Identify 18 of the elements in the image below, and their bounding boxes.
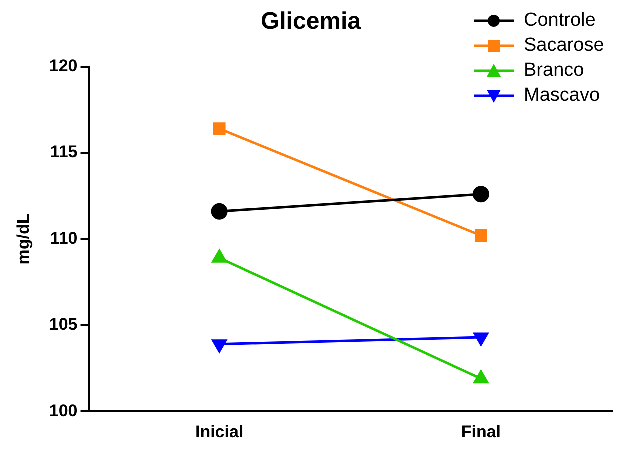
y-tick-label: 100 xyxy=(49,401,78,420)
y-tick-label: 115 xyxy=(50,142,78,162)
chart-title: Glicemia xyxy=(260,8,362,36)
y-tick-label: 120 xyxy=(49,56,78,76)
y-tick-label: 110 xyxy=(50,228,78,248)
point xyxy=(474,370,489,384)
point xyxy=(472,186,490,203)
point xyxy=(211,203,228,220)
legend-label: Controle xyxy=(524,9,596,33)
legend-label: Mascavo xyxy=(524,84,600,108)
legend-label: Sacarose xyxy=(524,34,604,58)
point xyxy=(213,122,226,136)
y-axis-title: mg/dL xyxy=(14,214,33,265)
point xyxy=(474,230,488,242)
x-tick-label: Final xyxy=(461,422,502,442)
x-tick-label: Inicial xyxy=(195,422,244,442)
legend-label: Branco xyxy=(524,59,584,83)
y-tick-label: 105 xyxy=(49,315,78,334)
